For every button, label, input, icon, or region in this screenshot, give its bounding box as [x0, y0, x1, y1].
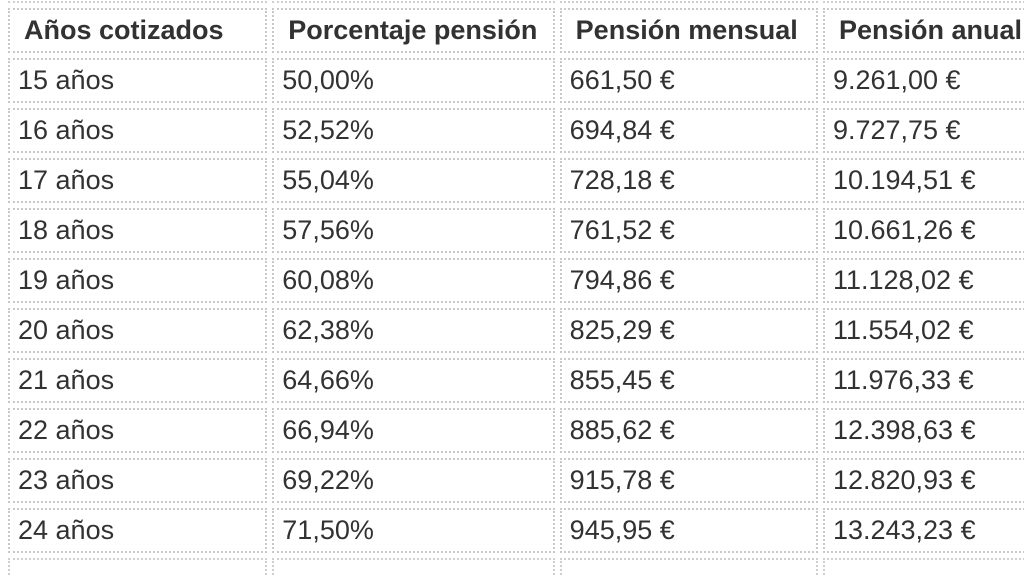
cell-years: 22 años [8, 408, 268, 453]
cell-percentage: 66,94% [272, 408, 555, 453]
table-row: 21 años 64,66% 855,45 € 11.976,33 € [8, 358, 1024, 403]
clipped-cell [8, 558, 268, 576]
clipped-cell [559, 0, 818, 3]
table-row: 15 años 50,00% 661,50 € 9.261,00 € [8, 58, 1024, 103]
cell-monthly: 794,86 € [559, 258, 818, 303]
cell-annual: 13.243,23 € [822, 508, 1024, 553]
cell-years: 18 años [8, 208, 268, 253]
cell-annual: 11.554,02 € [822, 308, 1024, 353]
table-row: 24 años 71,50% 945,95 € 13.243,23 € [8, 508, 1024, 553]
cell-percentage: 60,08% [272, 258, 555, 303]
cell-years: 21 años [8, 358, 268, 403]
cell-annual: 10.661,26 € [822, 208, 1024, 253]
table-row: 20 años 62,38% 825,29 € 11.554,02 € [8, 308, 1024, 353]
cell-monthly: 945,95 € [559, 508, 818, 553]
cell-years: 17 años [8, 158, 268, 203]
cell-percentage: 62,38% [272, 308, 555, 353]
cell-years: 24 años [8, 508, 268, 553]
cell-percentage: 71,50% [272, 508, 555, 553]
cell-percentage: 52,52% [272, 108, 555, 153]
cell-annual: 9.261,00 € [822, 58, 1024, 103]
table-row: 22 años 66,94% 885,62 € 12.398,63 € [8, 408, 1024, 453]
table-row: 16 años 52,52% 694,84 € 9.727,75 € [8, 108, 1024, 153]
clipped-cell [822, 558, 1024, 576]
clipped-cell [822, 0, 1024, 3]
cell-monthly: 915,78 € [559, 458, 818, 503]
column-header-annual: Pensión anual [822, 8, 1024, 53]
cell-percentage: 50,00% [272, 58, 555, 103]
cell-annual: 9.727,75 € [822, 108, 1024, 153]
cell-monthly: 885,62 € [559, 408, 818, 453]
cell-percentage: 64,66% [272, 358, 555, 403]
cell-annual: 10.194,51 € [822, 158, 1024, 203]
cell-annual: 12.398,63 € [822, 408, 1024, 453]
table-row: 23 años 69,22% 915,78 € 12.820,93 € [8, 458, 1024, 503]
cell-monthly: 694,84 € [559, 108, 818, 153]
column-header-percentage: Porcentaje pensión [272, 8, 555, 53]
cell-monthly: 661,50 € [559, 58, 818, 103]
cell-annual: 12.820,93 € [822, 458, 1024, 503]
header-row: Años cotizados Porcentaje pensión Pensió… [8, 8, 1024, 53]
cell-years: 20 años [8, 308, 268, 353]
clipped-cell [559, 558, 818, 576]
cell-monthly: 761,52 € [559, 208, 818, 253]
cell-percentage: 57,56% [272, 208, 555, 253]
clipped-row-bottom [8, 558, 1024, 576]
cell-annual: 11.128,02 € [822, 258, 1024, 303]
clipped-cell [8, 0, 268, 3]
cell-years: 19 años [8, 258, 268, 303]
clipped-cell [272, 558, 555, 576]
cell-monthly: 825,29 € [559, 308, 818, 353]
table-row: 17 años 55,04% 728,18 € 10.194,51 € [8, 158, 1024, 203]
table-row: 19 años 60,08% 794,86 € 11.128,02 € [8, 258, 1024, 303]
column-header-years: Años cotizados [8, 8, 268, 53]
table-row: 18 años 57,56% 761,52 € 10.661,26 € [8, 208, 1024, 253]
clipped-cell [272, 0, 555, 3]
cell-years: 23 años [8, 458, 268, 503]
cell-years: 16 años [8, 108, 268, 153]
cell-percentage: 69,22% [272, 458, 555, 503]
column-header-monthly: Pensión mensual [559, 8, 818, 53]
cell-monthly: 855,45 € [559, 358, 818, 403]
pension-table: Años cotizados Porcentaje pensión Pensió… [3, 0, 1024, 576]
cell-percentage: 55,04% [272, 158, 555, 203]
cell-years: 15 años [8, 58, 268, 103]
cell-monthly: 728,18 € [559, 158, 818, 203]
cell-annual: 11.976,33 € [822, 358, 1024, 403]
clipped-row-top [8, 0, 1024, 3]
